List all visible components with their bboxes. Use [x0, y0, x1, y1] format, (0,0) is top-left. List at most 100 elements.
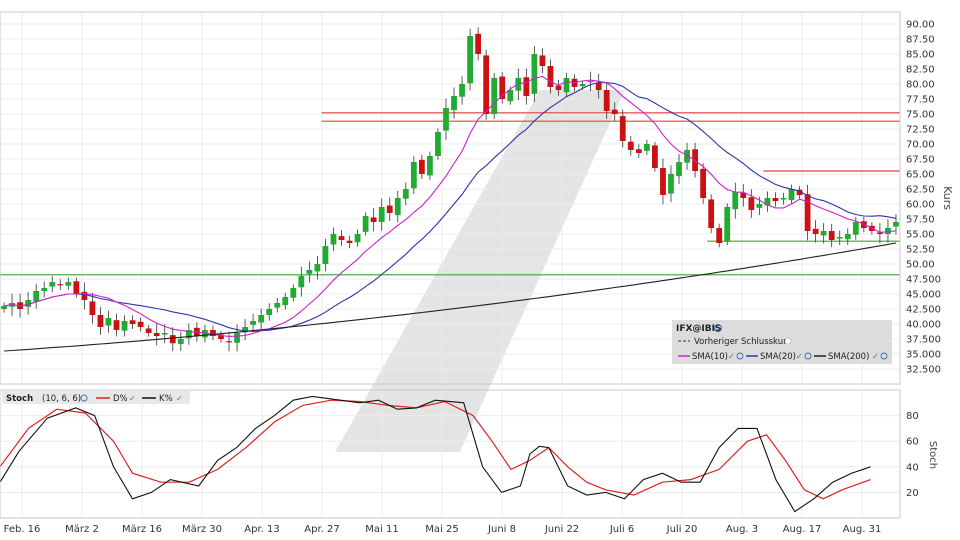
price-y-tick-label: 60.00: [906, 200, 935, 211]
legend-sma20-settings-icon[interactable]: [804, 352, 812, 360]
candle-up: [668, 174, 674, 194]
candle-up: [587, 81, 594, 83]
candle-down: [153, 333, 160, 336]
date-axis-label: Apr. 13: [244, 524, 279, 535]
date-axis-label: Feb. 16: [4, 524, 41, 535]
candle-down: [137, 321, 144, 327]
sma200-line: [3, 242, 897, 352]
legend-sma10-label: SMA(10): [692, 352, 728, 362]
stochastic-d-line: [0, 399, 871, 500]
stochastic-gridlines: [0, 390, 900, 518]
legend-sma10-check-icon[interactable]: ✓: [728, 352, 735, 361]
price-y-tick-label: 57.50: [906, 215, 935, 226]
date-axis-label: März 2: [65, 524, 99, 535]
candle-down: [812, 228, 819, 234]
date-axis-label: Aug. 31: [843, 524, 882, 535]
candle-up: [780, 198, 787, 200]
price-y-tick-label: 72.50: [906, 125, 935, 136]
candle-up: [242, 327, 248, 333]
candle-up: [250, 321, 257, 325]
price-y-tick-label: 47.500: [906, 275, 941, 286]
legend-sma200-label: SMA(200): [828, 352, 869, 362]
candle-up: [314, 264, 321, 272]
candle-up: [467, 36, 473, 84]
price-y-tick-label: 90.00: [906, 20, 935, 31]
candle-down: [627, 141, 634, 150]
date-axis-label: Juni 8: [487, 524, 516, 535]
candle-down: [81, 291, 88, 300]
candle-up: [185, 330, 192, 339]
candle-up: [788, 189, 795, 201]
candle-up: [378, 207, 385, 222]
stochastic-k-check-icon[interactable]: ✓: [176, 394, 183, 403]
candle-down: [652, 145, 658, 168]
stochastic-d-check-icon[interactable]: ✓: [129, 394, 136, 403]
candle-down: [346, 240, 353, 243]
candle-down: [89, 301, 96, 315]
price-y-tick-label: 32.500: [906, 365, 941, 376]
price-y-axis: 32.500 35.000 37.500 40.000 42.500 45.000 47.5…: [906, 20, 941, 376]
legend-prev-close-toggle[interactable]: [784, 337, 792, 345]
legend-prev-close-label: Vorheriger Schlusskurs: [694, 337, 792, 347]
sma10-line: [3, 75, 897, 337]
price-y-tick-label: 40.000: [906, 320, 941, 331]
date-axis-label: Aug. 3: [726, 524, 758, 535]
price-moving-averages: [3, 75, 897, 352]
candle-up: [836, 237, 843, 239]
price-horizontal-lines: [0, 112, 900, 276]
candle-down: [660, 168, 666, 195]
candle-down: [700, 168, 707, 198]
stochastic-d-label: D%: [113, 394, 128, 404]
price-y-tick-label: 37.500: [906, 335, 941, 346]
candle-down: [113, 320, 120, 330]
candle-down: [418, 159, 425, 174]
candle-down: [595, 82, 602, 90]
legend-sma200-settings-icon[interactable]: [880, 352, 888, 360]
candle-up: [764, 198, 771, 206]
candle-up: [177, 339, 184, 344]
candle-down: [57, 284, 64, 286]
candle-up: [724, 207, 731, 242]
price-y-tick-label: 52.50: [906, 245, 935, 256]
candle-up: [354, 234, 361, 243]
candle-down: [547, 66, 554, 87]
candle-up: [41, 288, 48, 291]
price-y-tick-label: 82.50: [906, 65, 935, 76]
candle-down: [772, 198, 779, 201]
legend-sma200-check-icon[interactable]: ✓: [872, 352, 879, 361]
date-axis-label: Mai 25: [425, 524, 458, 535]
stochastic-legend: Stoch (10, 6, 6) D% ✓ K% ✓: [2, 391, 190, 404]
candle-up: [202, 330, 208, 338]
price-y-tick-label: 77.50: [906, 95, 935, 106]
candle-up: [676, 162, 682, 177]
watermark-logo: [335, 90, 625, 452]
legend-sma20[interactable]: SMA(20) ✓: [746, 352, 812, 362]
candle-down: [555, 85, 562, 90]
candle-up: [684, 150, 690, 163]
candle-down: [796, 189, 803, 195]
candle-down: [73, 281, 80, 294]
stochastic-legend-params: (10, 6, 6): [42, 394, 81, 404]
candle-up: [266, 309, 273, 315]
candle-up: [643, 144, 650, 151]
candle-up: [25, 300, 32, 307]
candle-up: [563, 78, 570, 93]
candle-up: [394, 198, 401, 216]
legend-sma20-check-icon[interactable]: ✓: [796, 352, 803, 361]
legend-sma20-label: SMA(20): [760, 352, 796, 362]
legend-title-icon[interactable]: [714, 324, 722, 332]
legend-title: IFX@IBIS: [676, 324, 721, 334]
candle-up: [402, 189, 409, 199]
legend-sma200[interactable]: SMA(200) ✓: [814, 352, 888, 362]
candle-down: [210, 330, 216, 336]
date-axis-label: Apr. 27: [304, 524, 339, 535]
stochastic-settings-icon[interactable]: [80, 394, 88, 402]
candle-down: [740, 192, 747, 198]
candle-up: [443, 108, 449, 131]
candle-down: [877, 232, 883, 234]
price-y-tick-label: 80.00: [906, 80, 935, 91]
candle-down: [218, 334, 224, 339]
legend-sma10-settings-icon[interactable]: [736, 352, 744, 360]
candle-up: [459, 84, 465, 97]
legend-sma10[interactable]: SMA(10) ✓: [678, 352, 744, 362]
